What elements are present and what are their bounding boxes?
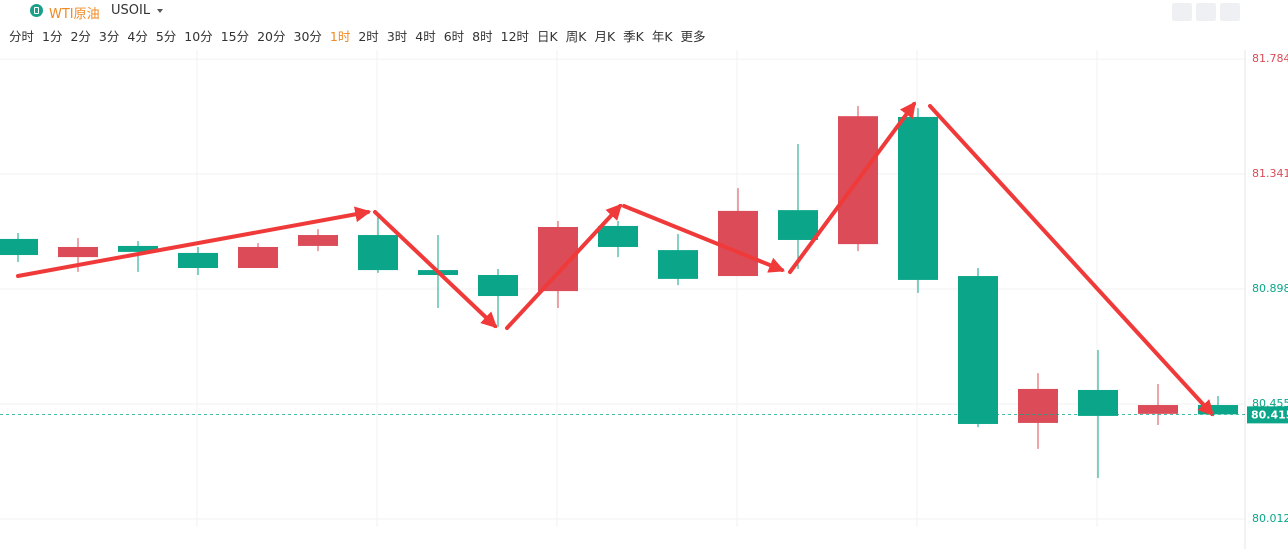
- y-tick-label: 80.898: [1252, 282, 1288, 295]
- candle-body: [658, 250, 698, 279]
- interval-option[interactable]: 30分: [293, 29, 322, 44]
- candle-body: [118, 245, 158, 252]
- interval-option[interactable]: 20分: [257, 29, 286, 44]
- symbol[interactable]: USOIL: [111, 3, 151, 18]
- interval-option[interactable]: 1时: [329, 29, 351, 44]
- symbol-caret[interactable]: [157, 9, 163, 13]
- trend-arrow: [928, 104, 1215, 417]
- last-price-tag: [1247, 406, 1288, 424]
- symbol-icon: [30, 4, 43, 17]
- interval-option[interactable]: 年K: [651, 29, 673, 44]
- interval-option[interactable]: 日K: [537, 29, 558, 44]
- interval-option[interactable]: 10分: [184, 29, 213, 44]
- interval-option[interactable]: 分时: [9, 29, 35, 44]
- candle-body: [778, 210, 818, 240]
- candle-body: [598, 225, 638, 247]
- candle-body: [238, 246, 278, 268]
- interval-option[interactable]: 1分: [42, 29, 63, 44]
- candle-body: [898, 116, 938, 280]
- candle-body: [0, 238, 38, 256]
- candle-body: [1198, 405, 1238, 415]
- interval-option[interactable]: 6时: [443, 29, 465, 44]
- interval-option[interactable]: 周K: [565, 29, 587, 44]
- interval-option[interactable]: 15分: [220, 29, 250, 44]
- candle-body: [1078, 389, 1118, 416]
- candles: [0, 106, 1238, 478]
- trend-arrow: [373, 210, 498, 329]
- user-drawings: [16, 101, 1215, 417]
- interval-option[interactable]: 12时: [500, 29, 530, 44]
- draw-button[interactable]: [1196, 3, 1216, 21]
- interval-option[interactable]: 3分: [98, 29, 120, 44]
- last-price-label: 80.415: [1251, 408, 1288, 421]
- interval-option[interactable]: 5分: [155, 29, 177, 44]
- trend-arrow: [16, 206, 372, 278]
- indicator-button[interactable]: [1172, 3, 1192, 21]
- candle-body: [178, 252, 218, 268]
- interval-option[interactable]: 2分: [70, 29, 91, 44]
- header: WTI原油 USOIL: [0, 0, 1288, 22]
- candle-body: [298, 235, 338, 246]
- trend-arrow: [505, 203, 623, 330]
- candle-style-button[interactable]: [1220, 3, 1240, 21]
- candle-body: [1138, 405, 1178, 414]
- interval-option[interactable]: 季K: [623, 29, 644, 44]
- interval-option[interactable]: 月K: [594, 29, 616, 44]
- candle-body: [358, 235, 398, 271]
- trend-arrow: [622, 204, 785, 273]
- interval-option[interactable]: 2时: [358, 29, 379, 44]
- y-tick-label: 80.012: [1252, 512, 1288, 525]
- candle-body: [58, 246, 98, 258]
- interval-option[interactable]: 更多: [680, 29, 706, 44]
- y-tick-label: 81.784: [1252, 52, 1288, 65]
- candle-body: [478, 275, 518, 297]
- grid: [0, 50, 1245, 527]
- interval-option[interactable]: 4时: [415, 29, 436, 44]
- interval-option[interactable]: 8时: [472, 29, 493, 44]
- interval-option[interactable]: 4分: [127, 29, 148, 44]
- candle-body: [958, 276, 998, 424]
- y-tick-label: 81.341: [1252, 167, 1288, 180]
- candle-body: [718, 210, 758, 277]
- trend-arrow: [788, 101, 916, 274]
- interval-option[interactable]: 3时: [386, 29, 408, 44]
- interval-bar: 分时 1分 2分 3分 4分 5分 10分 15分 20分 30分 1时 2时 3时 4时 6时 8时 12时日…: [9, 26, 706, 44]
- symbol-cn[interactable]: WTI原油: [49, 7, 100, 22]
- candle-body: [1018, 388, 1058, 423]
